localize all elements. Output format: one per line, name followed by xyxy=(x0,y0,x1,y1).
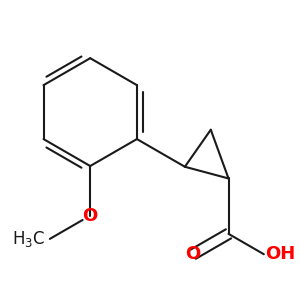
Text: OH: OH xyxy=(265,245,295,263)
Text: O: O xyxy=(185,245,201,263)
Text: O: O xyxy=(82,207,98,225)
Text: H$_3$C: H$_3$C xyxy=(12,229,46,249)
